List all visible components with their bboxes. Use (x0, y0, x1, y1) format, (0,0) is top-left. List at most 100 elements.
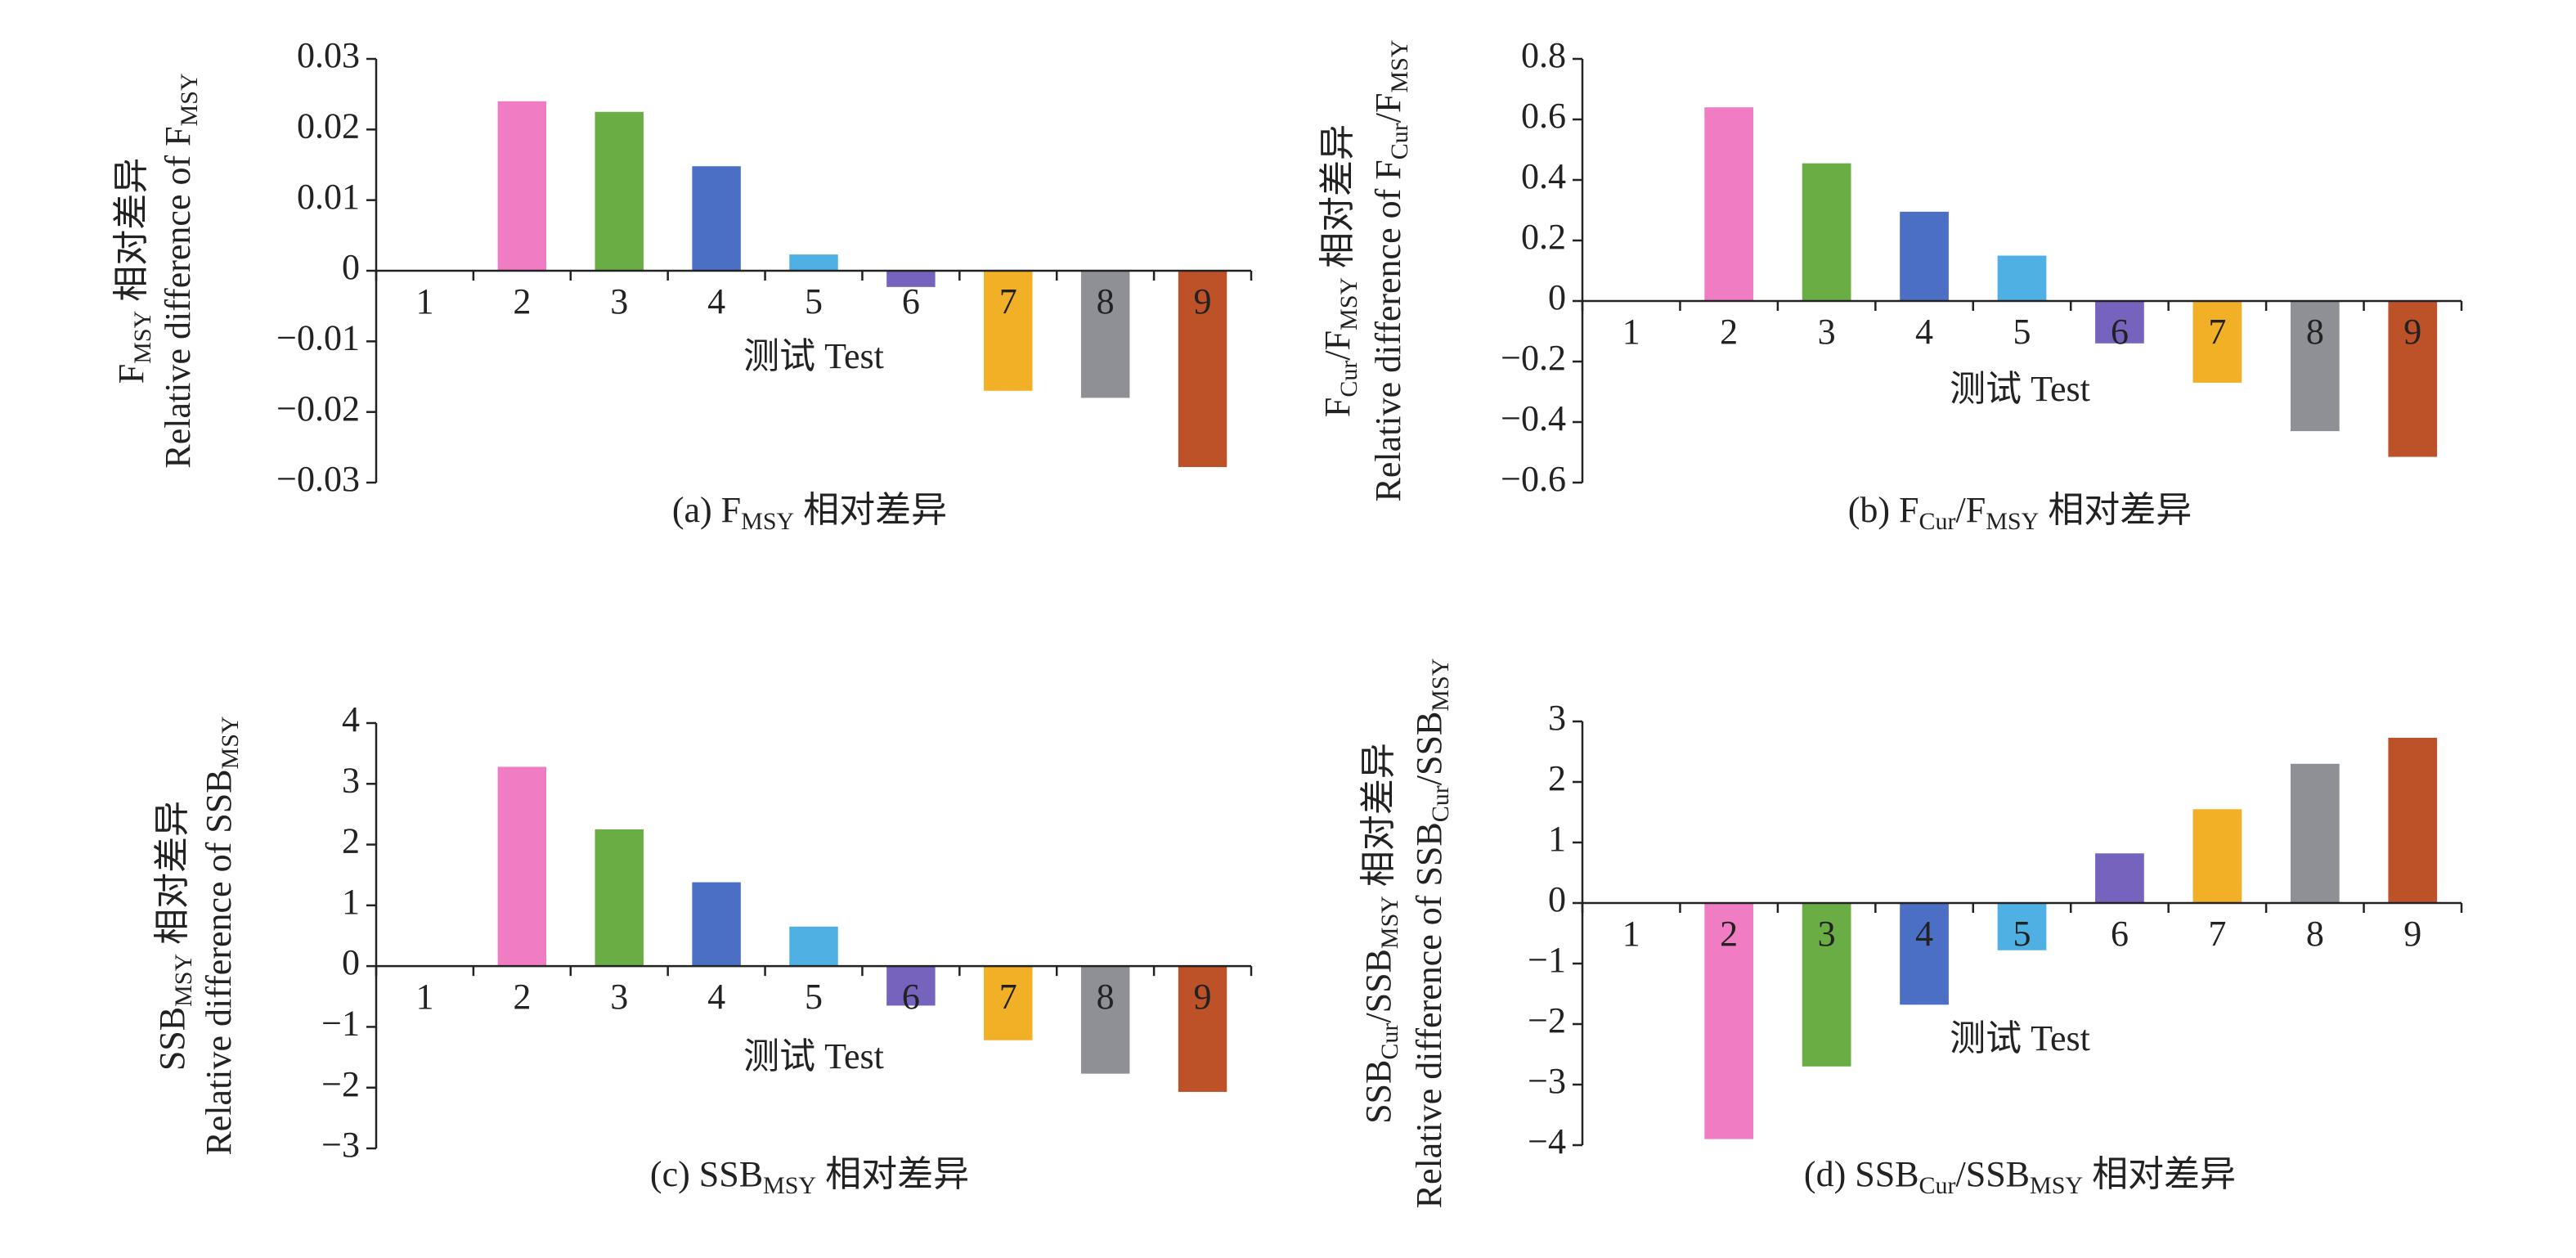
y-tick-label: 4 (342, 699, 360, 739)
subscript: Cur (1919, 1172, 1956, 1199)
text-part: 相对差异 (152, 801, 192, 954)
bar (1080, 271, 1130, 398)
y-tick-label: 3 (1548, 698, 1566, 738)
x-tick-label: 4 (707, 977, 725, 1017)
x-tick-label: 6 (2111, 914, 2129, 954)
y-tick-label: −3 (1528, 1061, 1566, 1101)
text-part: /F (1368, 93, 1408, 124)
text-part: Relative difference of F (158, 126, 198, 468)
text-part: /F (1317, 330, 1358, 361)
subscript: MSY (1986, 508, 2039, 535)
bar (2192, 809, 2242, 903)
y-tick-label: 0.03 (297, 35, 360, 75)
subscript: Cur (1335, 361, 1362, 398)
x-tick-label: 4 (1915, 914, 1933, 954)
x-tick-label: 9 (1194, 977, 1212, 1017)
x-axis-label: 测试 Test (1950, 369, 2090, 409)
x-tick-label: 2 (513, 281, 531, 321)
text-part: /SSB (1358, 949, 1398, 1023)
bar (2290, 763, 2340, 903)
bar (984, 966, 1033, 1040)
y-tick-label: −1 (321, 1004, 360, 1044)
y-axis-label: SSBMSY 相对差异 (152, 801, 197, 1071)
text-part: Relative difference of F (1368, 159, 1408, 501)
text-part: SSB (1358, 1060, 1398, 1124)
y-tick-label: 0 (1548, 277, 1566, 317)
x-tick-label: 6 (2111, 312, 2129, 352)
bar (1704, 903, 1754, 1139)
x-tick-label: 9 (1194, 281, 1212, 321)
subscript: MSY (217, 716, 244, 769)
bar (886, 271, 936, 287)
y-axis-label: FMSY 相对差异 (111, 158, 156, 384)
x-tick-label: 7 (2208, 312, 2226, 352)
y-axis-label: SSBCur/SSBMSY 相对差异 (1358, 743, 1403, 1124)
bar (789, 254, 838, 271)
x-tick-label: 3 (610, 281, 628, 321)
x-tick-label: 9 (2403, 312, 2421, 352)
y-tick-label: −0.2 (1501, 338, 1566, 378)
x-tick-label: 1 (415, 281, 433, 321)
x-tick-label: 2 (1720, 312, 1738, 352)
y-tick-label: 0 (342, 942, 360, 982)
y-tick-label: 0.02 (297, 106, 360, 146)
subscript: MSY (1386, 40, 1413, 93)
x-tick-label: 3 (1818, 914, 1836, 954)
x-tick-label: 8 (2306, 914, 2324, 954)
subscript: MSY (176, 73, 203, 126)
caption: (a) FMSY 相对差异 (672, 490, 947, 535)
bar (2388, 737, 2438, 903)
text-part: F (1317, 398, 1358, 417)
bar (1997, 903, 2047, 950)
x-tick-label: 7 (999, 977, 1017, 1017)
y-axis-label: Relative difference of FCur/FMSY (1368, 40, 1413, 502)
bar (1704, 107, 1754, 301)
y-tick-label: −1 (1528, 940, 1566, 980)
y-tick-label: 0.2 (1521, 217, 1566, 257)
x-tick-label: 9 (2403, 914, 2421, 954)
x-axis-label: 测试 Test (1950, 1018, 2090, 1058)
subscript: MSY (1427, 658, 1454, 712)
subscript: MSY (763, 1172, 816, 1199)
subscript: Cur (1919, 508, 1956, 535)
x-tick-label: 2 (1720, 914, 1738, 954)
bar (2290, 301, 2340, 432)
y-tick-label: 3 (342, 760, 360, 800)
bar (692, 166, 741, 271)
bar (1802, 903, 1851, 1067)
x-tick-label: 3 (610, 977, 628, 1017)
bar (886, 966, 936, 1006)
text-part: /SSB (1409, 712, 1449, 786)
y-axis-label: FCur/FMSY 相对差异 (1317, 124, 1362, 417)
x-tick-label: 2 (513, 977, 531, 1017)
y-tick-label: −3 (321, 1125, 360, 1165)
subscript: MSY (2030, 1172, 2083, 1199)
bar (2192, 301, 2242, 383)
x-tick-label: 8 (1097, 977, 1115, 1017)
x-tick-label: 4 (1915, 312, 1933, 352)
caption: (b) FCur/FMSY 相对差异 (1848, 490, 2192, 535)
text-part: 相对差异 (2039, 490, 2192, 530)
text-part: 相对差异 (1317, 124, 1358, 277)
text-part: 相对差异 (794, 490, 947, 530)
x-tick-label: 1 (1622, 312, 1640, 352)
y-tick-label: 0 (1548, 879, 1566, 919)
text-part: Relative difference of SSB (1409, 822, 1449, 1208)
bar (1178, 966, 1227, 1092)
caption: (c) SSBMSY 相对差异 (650, 1154, 969, 1199)
text-part: F (111, 364, 151, 384)
bar (2095, 853, 2144, 903)
text-part: 相对差异 (111, 158, 151, 311)
text-part: 相对差异 (2083, 1154, 2236, 1194)
bar (1900, 903, 1949, 1005)
y-tick-label: −2 (321, 1064, 360, 1104)
y-tick-label: −0.03 (276, 459, 360, 499)
y-tick-label: −0.02 (276, 389, 360, 429)
subscript: MSY (1376, 896, 1403, 949)
y-tick-label: −4 (1528, 1121, 1566, 1161)
bar (984, 271, 1033, 391)
text-part: (d) SSB (1804, 1154, 1919, 1194)
text-part: /F (1956, 490, 1986, 530)
subscript: MSY (1335, 277, 1362, 330)
bar (1900, 211, 1949, 301)
